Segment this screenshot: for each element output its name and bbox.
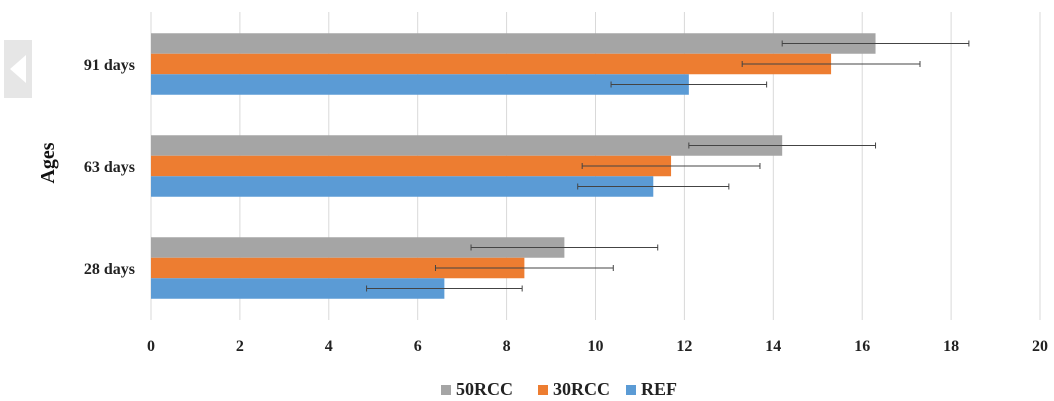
legend-swatch [441, 385, 451, 395]
legend-label: 50RCC [456, 379, 513, 399]
chevron-left-icon [10, 55, 26, 83]
bar-REF-0 [151, 278, 445, 299]
y-axis-title: Ages [37, 142, 59, 183]
x-tick-label-14: 14 [765, 338, 781, 355]
legend-item-30RCC: 30RCC [538, 379, 610, 399]
x-tick-label-12: 12 [676, 338, 692, 355]
error-bar-50RCC-0 [470, 244, 659, 251]
legend-label: REF [641, 379, 677, 399]
bar-30RCC-1 [151, 155, 672, 177]
error-bar-30RCC-2 [741, 61, 921, 67]
error-bars [366, 40, 970, 292]
legend: 50RCC 30RCC REF [441, 379, 677, 399]
x-axis-ticks: 0 2 4 6 8 10 12 14 16 18 20 [147, 338, 1048, 355]
legend-item-REF: REF [626, 379, 677, 399]
error-bar-50RCC-1 [688, 142, 877, 149]
legend-item-50RCC: 50RCC [441, 379, 513, 399]
bar-50RCC-0 [151, 237, 565, 258]
legend-swatch [626, 385, 636, 395]
category-label-1: 63 days [84, 159, 135, 176]
bar-50RCC-1 [151, 135, 783, 156]
x-tick-label-6: 6 [414, 338, 422, 355]
bar-REF-1 [151, 176, 654, 197]
category-label-0: 28 days [84, 261, 135, 278]
x-tick-label-2: 2 [236, 338, 244, 355]
legend-swatch [538, 385, 548, 395]
error-bar-30RCC-0 [434, 265, 614, 271]
bar-REF-2 [151, 74, 689, 95]
x-tick-label-10: 10 [588, 338, 604, 355]
x-tick-label-20: 20 [1032, 338, 1048, 355]
category-label-2: 91 days [84, 57, 135, 74]
error-bar-REF-1 [577, 183, 730, 190]
error-bar-REF-0 [366, 285, 523, 292]
x-tick-label-4: 4 [325, 338, 333, 355]
x-tick-label-8: 8 [503, 338, 511, 355]
x-tick-label-18: 18 [943, 338, 959, 355]
bars [151, 33, 876, 299]
collapse-panel-tab[interactable] [4, 40, 32, 98]
legend-label: 30RCC [553, 379, 610, 399]
y-axis-categories: 28 days 63 days 91 days [84, 57, 135, 278]
bar-50RCC-2 [151, 33, 876, 54]
x-tick-label-0: 0 [147, 338, 155, 355]
error-bar-REF-2 [610, 81, 768, 88]
error-bar-50RCC-2 [781, 40, 970, 47]
bar-30RCC-2 [151, 53, 832, 75]
bar-30RCC-0 [151, 257, 525, 279]
x-tick-label-16: 16 [854, 338, 870, 355]
error-bar-30RCC-1 [581, 163, 761, 169]
